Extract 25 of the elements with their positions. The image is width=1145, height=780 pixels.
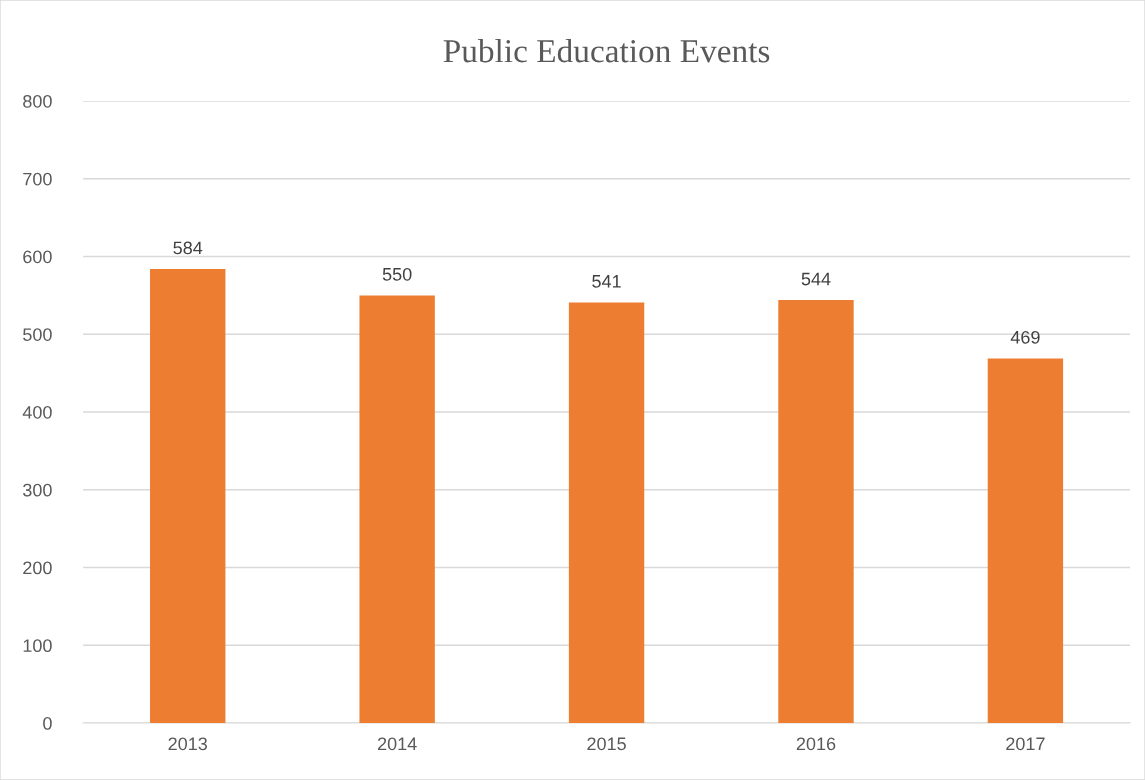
y-tick-label: 100 xyxy=(23,639,52,653)
bar xyxy=(987,358,1064,724)
bar xyxy=(568,302,645,724)
y-tick-label: 200 xyxy=(23,561,52,575)
x-tick-label: 2016 xyxy=(796,737,836,751)
x-tick-label: 2014 xyxy=(377,737,417,751)
y-tick-label: 400 xyxy=(22,405,52,419)
data-label: 469 xyxy=(1010,330,1040,344)
y-tick-label: 600 xyxy=(23,250,52,264)
x-tick-label: 2013 xyxy=(168,737,208,751)
y-tick-label: 0 xyxy=(43,716,52,730)
bar xyxy=(359,295,435,724)
y-tick-label: 300 xyxy=(23,483,52,497)
chart-title: Public Education Events xyxy=(443,38,770,63)
x-tick-label: 2017 xyxy=(1006,737,1045,751)
y-tick-label: 700 xyxy=(23,172,52,186)
x-tick-label: 2015 xyxy=(587,737,626,751)
y-tick-label: 800 xyxy=(23,94,52,108)
bar xyxy=(778,300,854,724)
data-label: 550 xyxy=(382,267,412,281)
data-label: 544 xyxy=(801,272,831,286)
data-label: 584 xyxy=(173,241,203,255)
data-label: 541 xyxy=(592,275,621,288)
y-tick-label: 500 xyxy=(23,328,52,341)
bar xyxy=(150,268,226,724)
